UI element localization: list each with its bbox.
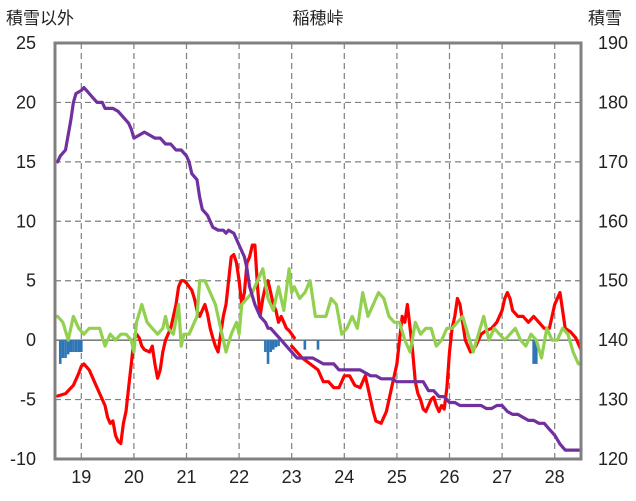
y-right-tick-label: 160 [598,211,628,231]
x-tick-label: 21 [176,467,196,487]
y-left-tick-label: -5 [20,390,36,410]
x-tick-label: 22 [229,467,249,487]
y-left-axis-label: 積雪以外 [6,9,74,28]
y-right-tick-label: 120 [598,449,628,469]
y-left-axis-ticks: 25 20 15 10 5 0 -5 -10 [10,33,36,469]
y-left-tick-label: 15 [16,152,36,172]
precip-bar [69,340,73,353]
temperature-line [290,291,583,425]
x-tick-label: 25 [387,467,407,487]
precip-bar [277,340,280,347]
temperature-line [55,243,296,446]
precip-bar [74,340,78,353]
y-right-tick-label: 190 [598,33,628,53]
y-left-tick-label: 20 [16,92,36,112]
x-tick-label: 27 [492,467,512,487]
x-axis-ticks: 19 20 21 22 23 24 25 26 27 28 [71,467,564,487]
precip-bar [64,340,67,358]
precip-bar [316,340,320,350]
y-right-tick-label: 140 [598,330,628,350]
precipitation-bars [58,340,538,364]
x-tick-label: 24 [334,467,354,487]
x-tick-label: 28 [545,467,565,487]
x-tick-label: 26 [439,467,459,487]
precip-bar [58,340,62,364]
precip-bar [77,340,80,353]
precip-bar [61,340,65,358]
chart-title: 稲穂峠 [293,9,344,28]
y-right-tick-label: 180 [598,92,628,112]
y-left-tick-label: 25 [16,33,36,53]
snow-depth-line [55,85,583,452]
precip-bar [264,340,267,353]
plot-area [53,41,583,461]
green-series-line [55,267,583,366]
precip-bar [274,340,278,348]
precip-bar [532,340,535,364]
y-right-tick-label: 150 [598,271,628,291]
precip-bar [72,340,75,353]
gridlines [55,42,581,460]
precip-bar [66,340,70,355]
precip-bar [79,340,83,353]
y-right-axis-ticks: 190 180 170 160 150 140 130 120 [598,33,628,469]
y-left-tick-label: 10 [16,211,36,231]
y-left-tick-label: 0 [26,330,36,350]
x-tick-label: 20 [124,467,144,487]
precip-bar [269,340,272,353]
plot-frame [53,41,583,461]
precip-bar [534,340,538,364]
x-tick-label: 23 [282,467,302,487]
y-left-tick-label: -10 [10,449,36,469]
y-right-tick-label: 170 [598,152,628,172]
precip-bar [266,340,270,364]
x-tick-label: 19 [71,467,91,487]
y-right-tick-label: 130 [598,390,628,410]
precip-bar [303,340,307,350]
precip-bar [271,340,275,350]
series-lines [55,85,583,452]
y-right-axis-label: 積雪 [588,9,622,28]
y-left-tick-label: 5 [26,271,36,291]
